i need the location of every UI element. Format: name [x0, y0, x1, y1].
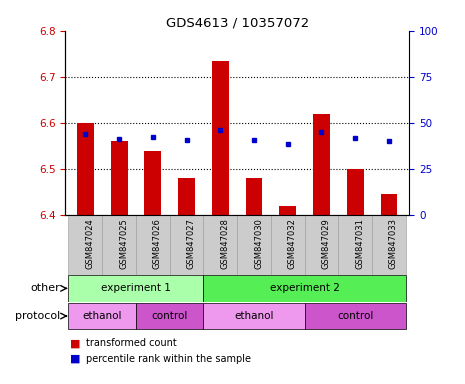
Bar	[68, 275, 203, 302]
Text: experiment 1: experiment 1	[101, 283, 171, 293]
Text: control: control	[152, 311, 188, 321]
Text: GSM847028: GSM847028	[220, 218, 229, 269]
Bar	[203, 303, 305, 329]
Bar	[203, 215, 237, 275]
Bar	[144, 151, 161, 215]
Text: control: control	[337, 311, 373, 321]
Text: GSM847026: GSM847026	[153, 218, 162, 269]
Bar	[178, 178, 195, 215]
Text: ethanol: ethanol	[82, 311, 122, 321]
Text: experiment 2: experiment 2	[270, 283, 339, 293]
Bar	[305, 215, 339, 275]
Text: GSM847031: GSM847031	[355, 218, 364, 269]
Text: GSM847029: GSM847029	[321, 218, 331, 269]
Text: GSM847027: GSM847027	[186, 218, 196, 269]
Bar	[372, 215, 406, 275]
Bar	[136, 215, 170, 275]
Text: GSM847032: GSM847032	[288, 218, 297, 269]
Bar	[203, 275, 406, 302]
Text: GSM847030: GSM847030	[254, 218, 263, 269]
Bar	[136, 303, 203, 329]
Bar	[380, 194, 398, 215]
Bar	[102, 215, 136, 275]
Text: percentile rank within the sample: percentile rank within the sample	[86, 354, 251, 364]
Bar	[237, 215, 271, 275]
Text: protocol: protocol	[15, 311, 60, 321]
Text: transformed count: transformed count	[86, 338, 177, 348]
Bar	[313, 114, 330, 215]
Title: GDS4613 / 10357072: GDS4613 / 10357072	[166, 17, 309, 30]
Bar	[111, 141, 127, 215]
Bar	[305, 303, 406, 329]
Bar	[68, 215, 102, 275]
Bar	[246, 178, 262, 215]
Text: ■: ■	[70, 354, 80, 364]
Text: GSM847033: GSM847033	[389, 218, 398, 269]
Bar	[271, 215, 305, 275]
Text: GSM847025: GSM847025	[119, 218, 128, 269]
Bar	[212, 61, 229, 215]
Bar	[339, 215, 372, 275]
Bar	[170, 215, 203, 275]
Bar	[77, 123, 94, 215]
Bar	[279, 206, 296, 215]
Text: ■: ■	[70, 338, 80, 348]
Text: GSM847024: GSM847024	[86, 218, 94, 269]
Text: ethanol: ethanol	[234, 311, 274, 321]
Text: other: other	[31, 283, 60, 293]
Bar	[68, 303, 136, 329]
Bar	[347, 169, 364, 215]
